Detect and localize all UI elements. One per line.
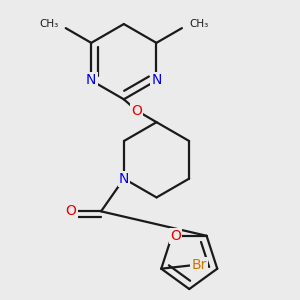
Text: Br: Br (191, 258, 207, 272)
Text: CH₃: CH₃ (39, 19, 59, 29)
Text: O: O (131, 104, 142, 118)
Text: CH₃: CH₃ (189, 19, 208, 29)
Text: O: O (65, 204, 76, 218)
Text: O: O (170, 229, 181, 243)
Text: N: N (151, 74, 162, 88)
Text: N: N (119, 172, 129, 186)
Text: N: N (86, 74, 96, 88)
